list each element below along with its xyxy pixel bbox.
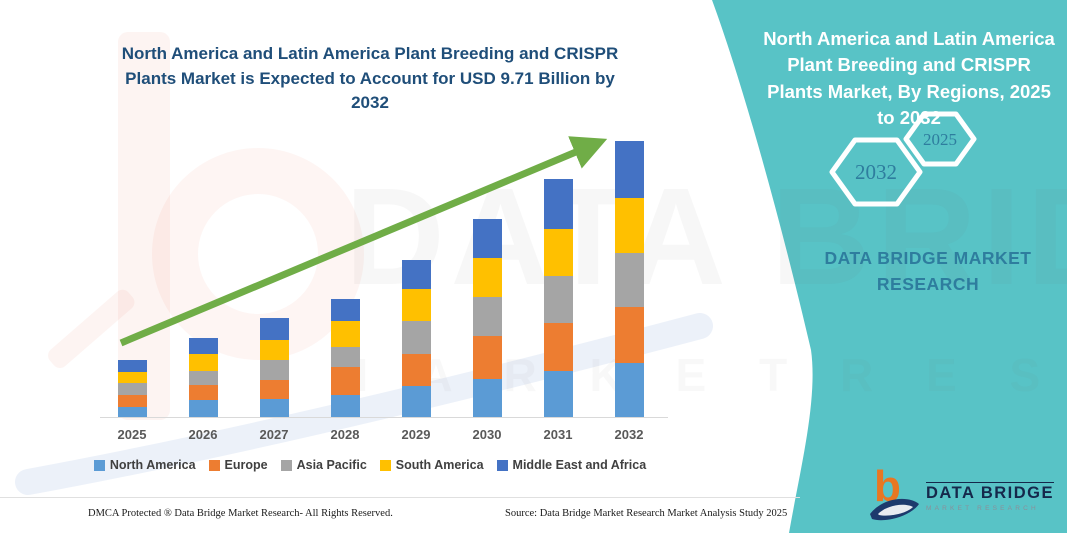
x-axis-label-2032: 2032 <box>614 427 644 442</box>
bar-segment-2026-europe <box>188 384 218 400</box>
legend-label: Middle East and Africa <box>512 458 647 472</box>
bar-segment-2031-europe <box>543 323 573 372</box>
legend-item-asia-pacific: Asia Pacific <box>280 458 367 472</box>
logo-text-block: DATA BRIDGE MARKET RESEARCH <box>926 482 1055 512</box>
bar-segment-2025-europe <box>117 394 147 407</box>
bar-segment-2026-asia-pacific <box>188 371 218 385</box>
bar-column-2028 <box>330 299 360 417</box>
legend-item-europe: Europe <box>208 458 268 472</box>
hexagon-2025-label: 2025 <box>923 130 957 149</box>
bar-column-2026 <box>188 337 218 418</box>
footer-dmca-text: DMCA Protected ® Data Bridge Market Rese… <box>88 508 393 519</box>
bar-segment-2026-south-america <box>188 354 218 372</box>
bar-column-2032 <box>614 141 644 417</box>
bar-segment-2025-asia-pacific <box>117 383 147 395</box>
watermark-text-marketresearch: M A R K E T R E S E A R C H <box>330 349 1067 401</box>
bar-segment-2032-middle-east-and-africa <box>614 141 644 198</box>
bar-segment-2031-south-america <box>543 229 573 276</box>
bar-segment-2031-asia-pacific <box>543 275 573 324</box>
hexagon-2025: 2025 <box>903 111 977 167</box>
legend-swatch-icon <box>496 459 508 471</box>
bar-column-2029 <box>401 259 431 417</box>
x-axis-label-2027: 2027 <box>259 427 289 442</box>
legend-label: South America <box>395 458 484 472</box>
bar-segment-2027-europe <box>259 379 289 400</box>
bar-segment-2032-north-america <box>614 363 644 417</box>
logo-subtext: MARKET RESEARCH <box>926 505 1039 512</box>
legend-swatch-icon <box>208 459 220 471</box>
x-axis-label-2030: 2030 <box>472 427 502 442</box>
bar-column-2031 <box>543 179 573 417</box>
bar-segment-2029-north-america <box>401 386 431 417</box>
legend-label: Asia Pacific <box>296 458 367 472</box>
x-axis-label-2026: 2026 <box>188 427 218 442</box>
legend-swatch-icon <box>379 459 391 471</box>
legend-swatch-icon <box>280 459 292 471</box>
bar-segment-2027-north-america <box>259 399 289 417</box>
page-title: North America and Latin America Plant Br… <box>121 44 619 113</box>
bar-segment-2025-middle-east-and-africa <box>117 359 147 372</box>
bar-segment-2027-middle-east-and-africa <box>259 318 289 340</box>
bar-segment-2029-south-america <box>401 289 431 321</box>
bar-segment-2028-middle-east-and-africa <box>330 299 360 322</box>
bar-segment-2027-asia-pacific <box>259 359 289 380</box>
bar-segment-2030-south-america <box>472 257 502 297</box>
legend-swatch-icon <box>93 459 105 471</box>
footer-divider <box>0 497 800 498</box>
bar-segment-2028-south-america <box>330 321 360 347</box>
bar-segment-2025-north-america <box>117 406 147 418</box>
hexagon-2032-label: 2032 <box>855 160 897 184</box>
bar-segment-2031-middle-east-and-africa <box>543 179 573 230</box>
bar-segment-2032-europe <box>614 306 644 364</box>
bar-segment-2030-europe <box>472 336 502 379</box>
bar-segment-2030-north-america <box>472 378 502 417</box>
bar-segment-2031-north-america <box>543 371 573 417</box>
panel-title: North America and Latin America Plant Br… <box>763 28 1055 128</box>
bar-segment-2025-south-america <box>117 371 147 384</box>
x-axis-label-2031: 2031 <box>543 427 573 442</box>
bar-segment-2028-north-america <box>330 395 360 417</box>
bar-segment-2032-asia-pacific <box>614 253 644 307</box>
hexagon-2032: 2032 <box>829 137 923 207</box>
legend-label: Europe <box>224 458 268 472</box>
bar-segment-2027-south-america <box>259 339 289 360</box>
legend-item-north-america: North America <box>93 458 196 472</box>
bar-segment-2030-asia-pacific <box>472 296 502 337</box>
bar-segment-2026-north-america <box>188 399 218 418</box>
x-axis-label-2029: 2029 <box>401 427 431 442</box>
bar-column-2025 <box>117 359 147 418</box>
logo-name: DATA BRIDGE <box>926 482 1055 502</box>
bar-segment-2032-south-america <box>614 197 644 254</box>
x-axis-line <box>100 417 668 418</box>
legend-item-middle-east-and-africa: Middle East and Africa <box>496 458 647 472</box>
bar-column-2030 <box>472 219 502 417</box>
footer-source-text: Source: Data Bridge Market Research Mark… <box>505 508 788 519</box>
x-axis-label-2025: 2025 <box>117 427 147 442</box>
databridge-logo: b DATA BRIDGE MARKET RESEARCH <box>866 462 1062 526</box>
bar-segment-2029-middle-east-and-africa <box>401 259 431 290</box>
legend-item-south-america: South America <box>379 458 484 472</box>
databridge-logo-icon: b <box>866 462 922 524</box>
bar-segment-2030-middle-east-and-africa <box>472 219 502 258</box>
chart-legend: North America Europe Asia Pacific South Ame… <box>40 458 700 472</box>
panel-brand-text: DATA BRIDGE MARKET RESEARCH <box>824 248 1032 295</box>
x-axis-label-2028: 2028 <box>330 427 360 442</box>
bar-segment-2028-asia-pacific <box>330 346 360 368</box>
bar-segment-2028-europe <box>330 367 360 396</box>
legend-label: North America <box>109 458 196 472</box>
bar-segment-2029-asia-pacific <box>401 320 431 355</box>
bar-segment-2029-europe <box>401 354 431 386</box>
bar-column-2027 <box>259 318 289 417</box>
logo-swoosh-icon <box>870 498 919 521</box>
bar-segment-2026-middle-east-and-africa <box>188 337 218 355</box>
